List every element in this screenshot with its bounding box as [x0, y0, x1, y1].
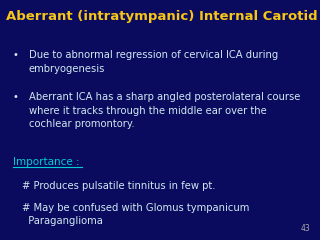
Text: Importance :: Importance :	[13, 157, 79, 167]
Text: Aberrant ICA has a sharp angled posterolateral course
where it tracks through th: Aberrant ICA has a sharp angled posterol…	[29, 92, 300, 129]
Text: Due to abnormal regression of cervical ICA during
embryogenesis: Due to abnormal regression of cervical I…	[29, 50, 278, 74]
Text: # Produces pulsatile tinnitus in few pt.: # Produces pulsatile tinnitus in few pt.	[22, 181, 216, 191]
Text: 43: 43	[301, 224, 310, 233]
Text: Aberrant (intratympanic) Internal Carotid Artery: Aberrant (intratympanic) Internal Caroti…	[6, 10, 320, 23]
Text: •: •	[13, 92, 19, 102]
Text: •: •	[13, 50, 19, 60]
Text: # May be confused with Glomus tympanicum
  Paraganglioma: # May be confused with Glomus tympanicum…	[22, 203, 250, 226]
